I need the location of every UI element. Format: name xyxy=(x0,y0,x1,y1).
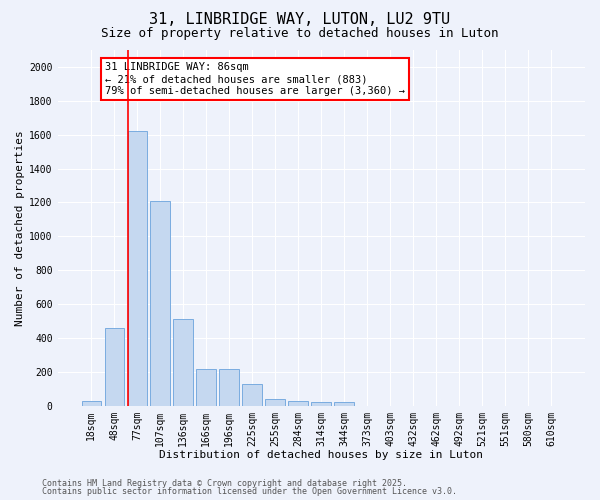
Bar xyxy=(289,402,308,406)
Text: Size of property relative to detached houses in Luton: Size of property relative to detached ho… xyxy=(101,28,499,40)
Bar xyxy=(265,399,285,406)
X-axis label: Distribution of detached houses by size in Luton: Distribution of detached houses by size … xyxy=(159,450,483,460)
Bar xyxy=(334,402,354,406)
Bar xyxy=(151,201,170,406)
Text: Contains HM Land Registry data © Crown copyright and database right 2025.: Contains HM Land Registry data © Crown c… xyxy=(42,479,407,488)
Text: 31 LINBRIDGE WAY: 86sqm
← 21% of detached houses are smaller (883)
79% of semi-d: 31 LINBRIDGE WAY: 86sqm ← 21% of detache… xyxy=(105,62,405,96)
Bar xyxy=(82,400,101,406)
Text: Contains public sector information licensed under the Open Government Licence v3: Contains public sector information licen… xyxy=(42,487,457,496)
Text: 31, LINBRIDGE WAY, LUTON, LU2 9TU: 31, LINBRIDGE WAY, LUTON, LU2 9TU xyxy=(149,12,451,28)
Bar xyxy=(220,370,239,406)
Bar xyxy=(173,320,193,406)
Bar xyxy=(242,384,262,406)
Bar xyxy=(311,402,331,406)
Bar xyxy=(104,328,124,406)
Bar xyxy=(196,370,216,406)
Y-axis label: Number of detached properties: Number of detached properties xyxy=(15,130,25,326)
Bar xyxy=(128,132,147,406)
